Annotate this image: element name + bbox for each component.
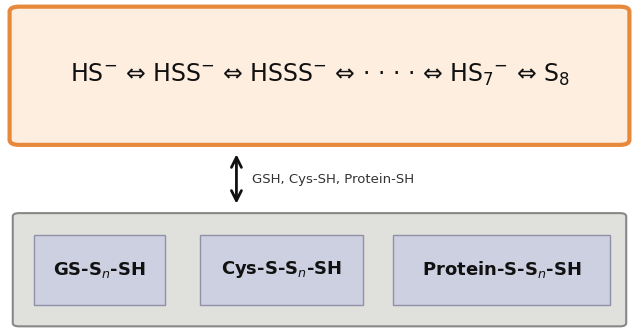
Text: Protein-S-S$_{n}$-SH: Protein-S-S$_{n}$-SH xyxy=(422,259,581,280)
Text: GSH, Cys-SH, Protein-SH: GSH, Cys-SH, Protein-SH xyxy=(252,172,415,186)
FancyBboxPatch shape xyxy=(199,235,363,305)
Text: GS-S$_{n}$-SH: GS-S$_{n}$-SH xyxy=(53,260,145,280)
FancyBboxPatch shape xyxy=(13,213,626,326)
FancyBboxPatch shape xyxy=(393,235,610,305)
FancyBboxPatch shape xyxy=(10,7,629,145)
Text: HS$^{-}$ ⇔ HSS$^{-}$ ⇔ HSSS$^{-}$ ⇔ · · · · ⇔ HS$_{7}$$^{-}$ ⇔ S$_{8}$: HS$^{-}$ ⇔ HSS$^{-}$ ⇔ HSSS$^{-}$ ⇔ · · … xyxy=(70,62,569,88)
FancyBboxPatch shape xyxy=(33,235,165,305)
Text: Cys-S-S$_{n}$-SH: Cys-S-S$_{n}$-SH xyxy=(220,259,342,280)
